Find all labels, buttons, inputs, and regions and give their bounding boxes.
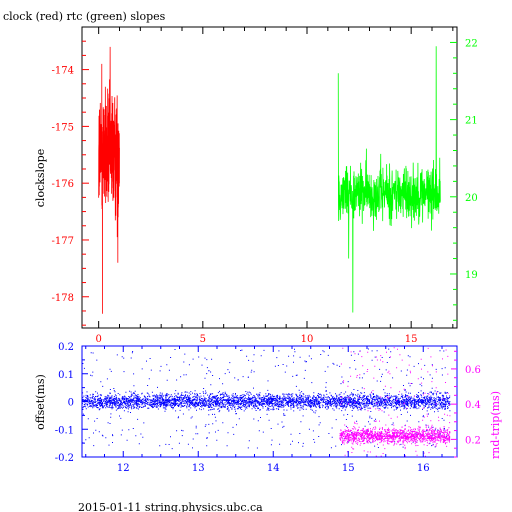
- bottom-chart: 12 13 14 15 16 -0.2 -0.1 0 0.1 0.2 0.2 0.4 0.6 off…: [34, 342, 502, 474]
- top-series-layer: [98, 46, 441, 314]
- top-x-tick-label: 0: [95, 334, 101, 345]
- top-chart: 0 5 10 15 -178 -177 -176 -175 -174 19 20 21 22 clo…: [34, 26, 478, 345]
- bottom-x-tick-label: 13: [192, 463, 205, 474]
- bottom-y-tick-label-left: 0: [68, 398, 74, 409]
- bottom-x-axis: 12 13 14 15 16: [85, 346, 443, 474]
- top-y-tick-label-left: -175: [52, 122, 74, 133]
- top-x-tick-label: 5: [200, 334, 206, 345]
- bottom-y-axis-label-left: offset(ms): [34, 374, 47, 430]
- top-y-tick-label-left: -178: [52, 293, 74, 304]
- bottom-y-tick-label-left: -0.1: [55, 425, 74, 436]
- top-y-tick-label-right: 19: [465, 270, 478, 281]
- bottom-y-axis-left: -0.2 -0.1 0 0.1 0.2: [55, 342, 88, 464]
- bottom-y-axis-label-right: rnd-trip(ms): [489, 391, 502, 459]
- top-series-line: [98, 46, 120, 314]
- top-y-tick-label-left: -174: [52, 66, 74, 77]
- bottom-y-tick-label-right: 0.2: [465, 435, 481, 446]
- top-chart-title: clock (red) rtc (green) slopes: [3, 10, 166, 23]
- bottom-y-tick-label-left: -0.2: [55, 453, 74, 464]
- top-y-tick-label-left: -177: [52, 236, 74, 247]
- bottom-x-tick-label: 12: [117, 463, 130, 474]
- top-y-tick-label-left: -176: [52, 179, 74, 190]
- bottom-series-points: [339, 347, 451, 457]
- top-y-axis-left: -178 -177 -176 -175 -174: [52, 40, 89, 326]
- bottom-x-tick-label: 16: [417, 463, 430, 474]
- top-series-line: [337, 46, 441, 313]
- bottom-y-tick-label-right: 0.4: [465, 400, 481, 411]
- bottom-y-tick-label-right: 0.6: [465, 365, 481, 376]
- top-x-tick-label: 15: [405, 334, 418, 345]
- top-y-tick-label-right: 20: [465, 193, 478, 204]
- bottom-x-tick-label: 14: [267, 463, 280, 474]
- top-y-axis-label: clockslope: [34, 149, 47, 207]
- top-y-tick-label-right: 21: [465, 116, 478, 127]
- top-x-tick-label: 10: [301, 334, 314, 345]
- footer-text: 2015-01-11 string.physics.ubc.ca: [78, 501, 263, 512]
- top-y-axis-right: 19 20 21 22: [450, 38, 478, 321]
- bottom-y-tick-label-left: 0.1: [58, 370, 74, 381]
- bottom-x-tick-label: 15: [342, 463, 355, 474]
- bottom-series-layer: [82, 347, 451, 457]
- top-plot-frame: [81, 26, 458, 329]
- top-y-tick-label-right: 22: [465, 38, 478, 49]
- top-x-axis: 0 5 10 15: [95, 27, 454, 345]
- bottom-y-tick-label-left: 0.2: [58, 342, 74, 353]
- bottom-series-points: [82, 348, 451, 450]
- bottom-y-axis-right: 0.2 0.4 0.6: [451, 350, 481, 458]
